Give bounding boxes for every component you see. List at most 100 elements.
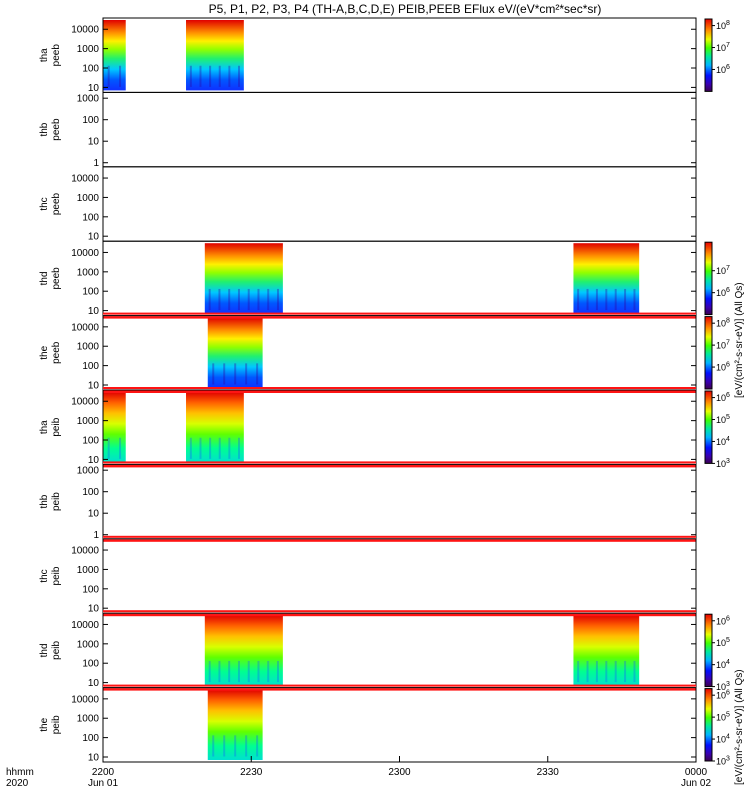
spectrogram-streak [218,660,221,683]
colorbar-tick-label: 108 [716,20,730,31]
panel-thb-peib: 1 10 100 1000 thb peib [39,461,697,541]
spectrogram-streak [595,288,598,311]
y-tick-label: 10000 [71,322,99,333]
spectrogram-block [204,615,283,686]
spectrogram-block [103,20,126,91]
panel-thd-peeb: 10 100 1000 10000 thd peeb 106 107 [39,240,730,317]
panel-the-peib: 10 100 1000 10000 the peib 103 104 105 106 [39,684,730,767]
colorbar-tick-label: 103 [716,458,730,469]
y-tick-label: 100 [82,115,99,126]
spectrogram-block [207,689,263,760]
panel-thc-peib: 10 100 1000 10000 thc peib [39,535,697,615]
spectrogram-block [204,243,283,314]
colorbar-tick-label: 103 [716,756,730,767]
y-tick-label: 10 [88,455,100,466]
spectrogram-streak [577,660,580,683]
panel-label-product: peeb [51,118,62,141]
y-tick-label: 10000 [71,174,99,185]
y-tick-label: 100 [82,659,99,670]
panel-label-product: peib [51,492,62,511]
spectrogram-block [103,392,126,463]
spectrogram-streak [245,363,248,385]
panel-label-probe: tha [39,420,50,434]
panel-label-product: peib [51,715,62,734]
y-tick-label: 100 [82,212,99,223]
spectrogram-streak [107,65,110,87]
year-label: 2020 [6,778,29,789]
panel-thd-peib: 10 100 1000 10000 thd peib 103 104 105 106 [39,610,730,692]
spectrogram-streak [238,437,241,459]
y-tick-label: 10 [88,232,100,243]
spectrogram-streak [257,660,260,683]
colorbar-tick-label: 105 [716,637,730,648]
spectrogram-streak [218,437,221,459]
y-tick-label: 1000 [77,44,100,55]
colorbar-tick-label: 106 [716,287,730,298]
spectrogram-streak [223,363,226,385]
colorbar [704,18,713,92]
y-tick-label: 1000 [77,193,100,204]
colorbar-tick-label: 103 [716,681,730,692]
spectrogram-streak [633,288,636,311]
spectrogram-streak [234,735,237,757]
y-tick-label: 10 [88,678,100,689]
y-tick-label: 100 [82,487,99,498]
y-tick-label: 100 [82,361,99,372]
y-tick-label: 10000 [71,248,99,259]
y-tick-label: 100 [82,436,99,447]
y-tick-label: 10000 [71,620,99,631]
y-tick-label: 1000 [77,342,100,353]
y-tick-label: 100 [82,584,99,595]
spectrogram-streak [624,660,627,683]
y-tick-label: 100 [82,64,99,75]
panel-label-probe: thc [39,569,50,582]
spectrogram-streak [237,288,240,311]
panel-label-product: peeb [51,192,62,215]
spectrogram-streak [237,660,240,683]
spectrogram-streak [119,65,122,87]
y-tick-label: 10 [88,509,100,520]
y-tick-label: 1 [93,158,99,169]
spectrogram-streak [247,288,250,311]
spectrogram-streak [577,288,580,311]
spectrogram-streak [267,288,270,311]
spectrogram-streak [238,65,241,87]
panel-label-probe: thb [39,122,50,136]
spectrogram-block [186,392,244,463]
spectrogram-streak [624,288,627,311]
colorbar-label-ions: [eV/(cm²-s-sr-eV)] (All Qs) [734,669,745,785]
colorbar [704,316,713,390]
y-tick-label: 10000 [71,397,99,408]
y-tick-label: 10 [88,604,100,615]
spectrogram-streak [614,288,617,311]
panel-frame [102,166,697,242]
colorbar [704,241,713,316]
y-tick-label: 10000 [71,694,99,705]
spectrogram-streak [119,437,122,459]
y-tick-label: 1000 [77,639,100,650]
panel-frame [102,91,697,168]
colorbar-tick-label: 106 [716,362,730,373]
panel-stack: 10 100 1000 10000 tha peeb 106 107 108 1 10 100 1000… [39,17,730,767]
colorbar-tick-label: 104 [716,659,730,670]
colorbar-tick-label: 108 [716,318,730,329]
panel-tha-peeb: 10 100 1000 10000 tha peeb 106 107 108 [39,17,730,94]
x-tick-label: 2300 [388,767,411,778]
y-tick-label: 1000 [77,267,100,278]
panel-tha-peib: 10 100 1000 10000 tha peib 103 104 105 106 [39,387,730,469]
panel-label-product: peib [51,566,62,585]
colorbar [704,688,713,762]
spectrogram-streak [208,288,211,311]
colorbar-tick-label: 106 [716,690,730,701]
panel-frame [102,538,697,614]
y-tick-label: 100 [82,733,99,744]
panel-label-probe: thb [39,494,50,508]
spectrogram-streak [209,65,212,87]
panel-label-probe: tha [39,48,50,62]
colorbar-tick-label: 107 [716,340,730,351]
panel-label-probe: the [39,717,50,731]
spectrogram-streak [189,65,192,87]
spectrogram-block [573,615,640,686]
colorbar [704,390,713,464]
spectrogram-streak [595,660,598,683]
